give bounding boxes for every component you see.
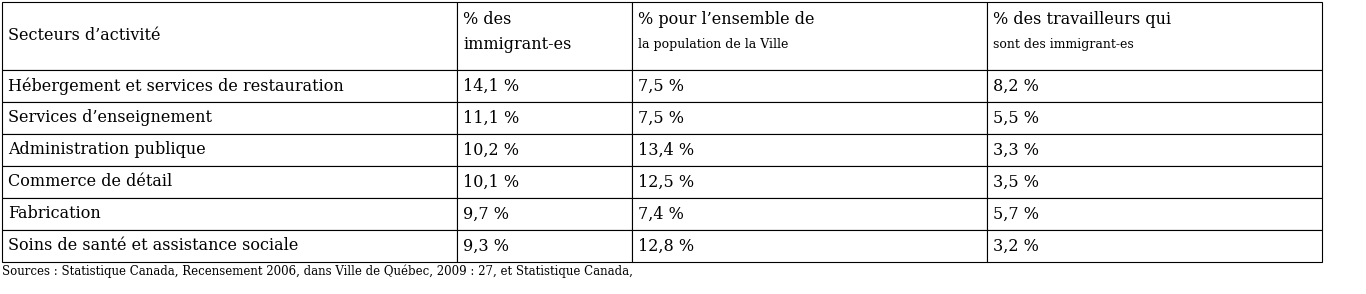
Text: sont des immigrant-es: sont des immigrant-es	[993, 38, 1134, 51]
Text: 10,1 %: 10,1 %	[463, 173, 519, 191]
Bar	[1, 102, 458, 134]
Text: Fabrication: Fabrication	[8, 206, 101, 223]
Text: 7,5 %: 7,5 %	[638, 109, 684, 126]
Bar	[1, 198, 458, 230]
Bar	[988, 134, 1322, 166]
Text: 9,7 %: 9,7 %	[463, 206, 510, 223]
Text: Commerce de détail: Commerce de détail	[8, 173, 172, 191]
Text: % pour l’ensemble de: % pour l’ensemble de	[638, 11, 814, 28]
Text: Soins de santé et assistance sociale: Soins de santé et assistance sociale	[8, 238, 298, 255]
Bar	[988, 2, 1322, 70]
Text: la population de la Ville: la population de la Ville	[638, 38, 788, 51]
Bar	[988, 198, 1322, 230]
Text: % des travailleurs qui: % des travailleurs qui	[993, 11, 1171, 28]
Text: 14,1 %: 14,1 %	[463, 78, 519, 94]
Bar	[1, 134, 458, 166]
Bar	[1, 230, 458, 262]
Text: Services d’enseignement: Services d’enseignement	[8, 109, 212, 126]
Bar	[458, 166, 632, 198]
Bar	[1, 2, 458, 70]
Bar	[458, 2, 632, 70]
Bar	[632, 166, 988, 198]
Text: 5,7 %: 5,7 %	[993, 206, 1040, 223]
Text: 3,2 %: 3,2 %	[993, 238, 1040, 255]
Bar	[632, 134, 988, 166]
Bar	[1, 70, 458, 102]
Bar	[458, 134, 632, 166]
Bar	[988, 70, 1322, 102]
Text: % des: % des	[463, 11, 511, 28]
Bar	[458, 230, 632, 262]
Bar	[632, 102, 988, 134]
Text: Administration publique: Administration publique	[8, 141, 206, 158]
Bar	[458, 198, 632, 230]
Text: Sources : Statistique Canada, Recensement 2006, dans Ville de Québec, 2009 : 27,: Sources : Statistique Canada, Recensemen…	[1, 265, 632, 278]
Bar	[1, 166, 458, 198]
Text: 7,5 %: 7,5 %	[638, 78, 684, 94]
Bar	[988, 230, 1322, 262]
Text: 3,3 %: 3,3 %	[993, 141, 1040, 158]
Text: 5,5 %: 5,5 %	[993, 109, 1040, 126]
Text: 7,4 %: 7,4 %	[638, 206, 684, 223]
Text: 13,4 %: 13,4 %	[638, 141, 694, 158]
Bar	[458, 70, 632, 102]
Text: 9,3 %: 9,3 %	[463, 238, 510, 255]
Text: 12,5 %: 12,5 %	[638, 173, 694, 191]
Text: 10,2 %: 10,2 %	[463, 141, 519, 158]
Text: Hébergement et services de restauration: Hébergement et services de restauration	[8, 77, 344, 95]
Text: 12,8 %: 12,8 %	[638, 238, 694, 255]
Bar	[632, 70, 988, 102]
Bar	[988, 102, 1322, 134]
Bar	[632, 198, 988, 230]
Text: Secteurs d’activité: Secteurs d’activité	[8, 28, 160, 44]
Bar	[632, 2, 988, 70]
Text: 8,2 %: 8,2 %	[993, 78, 1040, 94]
Text: 3,5 %: 3,5 %	[993, 173, 1040, 191]
Bar	[988, 166, 1322, 198]
Text: 11,1 %: 11,1 %	[463, 109, 519, 126]
Text: immigrant-es: immigrant-es	[463, 36, 571, 53]
Bar	[458, 102, 632, 134]
Bar	[632, 230, 988, 262]
